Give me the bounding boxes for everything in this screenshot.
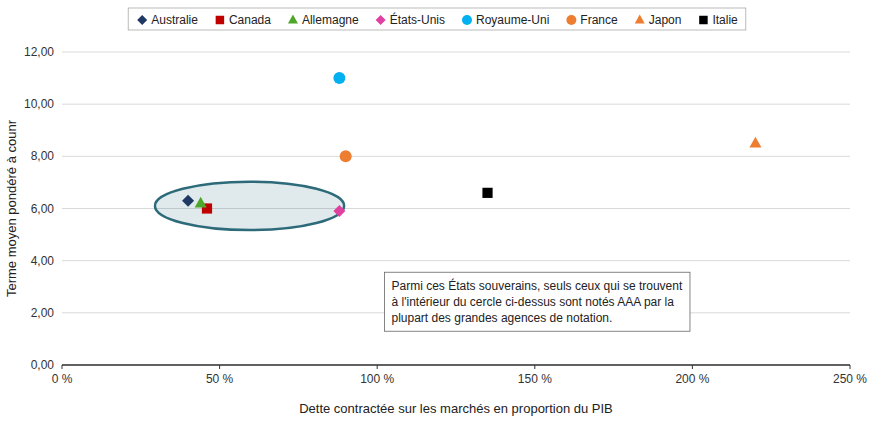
x-tick <box>850 365 851 369</box>
point <box>749 137 761 148</box>
legend-marker <box>699 16 708 25</box>
legend-marker <box>376 15 386 25</box>
grid <box>62 52 850 365</box>
legend-marker <box>462 15 472 25</box>
legend-label: États-Unis <box>390 12 445 27</box>
legend-marker <box>635 15 645 24</box>
legend-marker <box>216 16 225 25</box>
x-tick-label: 150 % <box>518 372 552 386</box>
x-tick <box>219 365 220 369</box>
x-axis-line <box>62 364 850 366</box>
legend-item: États-Unis <box>376 12 445 27</box>
annotation-text: Parmi ces États souverains, seuls ceux q… <box>392 278 683 325</box>
legend-label: Italie <box>712 13 738 27</box>
point <box>482 188 492 198</box>
legend-marker <box>288 15 298 24</box>
legend-label: Australie <box>151 13 198 27</box>
legend-marker <box>137 15 147 25</box>
x-tick-label: 250 % <box>833 372 867 386</box>
legend-item: Italie <box>699 13 738 27</box>
grid-line <box>62 365 850 366</box>
point <box>333 72 345 84</box>
x-tick <box>534 365 535 369</box>
legend-item: Canada <box>216 13 272 27</box>
y-tick-label: 10,00 <box>24 97 54 111</box>
x-axis-label: Dette contractée sur les marchés en prop… <box>299 401 613 416</box>
legend-frame <box>128 8 746 30</box>
point <box>195 197 207 208</box>
point <box>182 195 194 207</box>
legend-item: Allemagne <box>288 13 359 27</box>
legend-label: Royaume-Uni <box>476 13 549 27</box>
y-tick-label: 0,00 <box>31 358 55 372</box>
legend-item: France <box>566 13 618 27</box>
legend-label: Canada <box>229 13 271 27</box>
x-tick <box>377 365 378 369</box>
x-tick-label: 100 % <box>360 372 394 386</box>
x-tick-label: 0 % <box>52 372 73 386</box>
y-tick-label: 8,00 <box>31 149 55 163</box>
y-tick-label: 12,00 <box>24 45 54 59</box>
y-axis-label: Terme moyen pondéré à counr <box>4 119 19 297</box>
legend-item: Royaume-Uni <box>462 13 549 27</box>
y-tick-label: 6,00 <box>31 202 55 216</box>
point <box>333 205 345 217</box>
annotation-box <box>385 272 690 331</box>
grid-line <box>62 104 850 105</box>
grid-line <box>62 52 850 53</box>
legend-item: Australie <box>137 13 198 27</box>
y-tick-label: 4,00 <box>31 254 55 268</box>
legend-label: Allemagne <box>302 13 359 27</box>
x-tick <box>692 365 693 369</box>
x-tick-label: 200 % <box>675 372 709 386</box>
grid-line <box>62 156 850 157</box>
highlight-ellipse <box>155 182 344 230</box>
annotation: Parmi ces États souverains, seuls ceux q… <box>385 272 690 331</box>
legend-item: Japon <box>635 13 682 27</box>
plot-area <box>155 72 761 230</box>
legend-marker <box>566 15 576 25</box>
legend-label: France <box>580 13 618 27</box>
point <box>340 150 352 162</box>
x-tick-label: 50 % <box>206 372 234 386</box>
legend-label: Japon <box>649 13 682 27</box>
x-tick <box>62 365 63 369</box>
legend: Australie Canada Allemagne États-Unis Royaum… <box>128 8 746 30</box>
grid-line <box>62 260 850 261</box>
chart: 0,00 2,00 4,00 6,00 8,00 10,00 12,00 0 % 50 % 100… <box>0 0 874 423</box>
y-tick-label: 2,00 <box>31 306 55 320</box>
